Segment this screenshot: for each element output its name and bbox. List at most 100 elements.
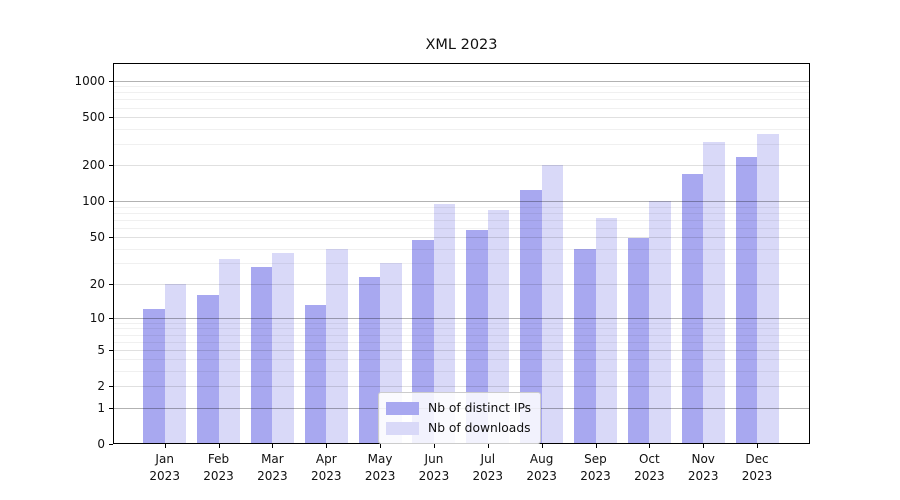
bar-downloads-jan — [164, 283, 187, 444]
bar-downloads-nov — [703, 142, 725, 444]
x-tick-mark-jul — [487, 444, 489, 448]
chart-title: XML 2023 — [425, 37, 498, 53]
gridline-minor-80 — [113, 212, 810, 214]
bar-downloads-jul — [487, 209, 510, 444]
x-tick-mark-mar — [272, 444, 274, 448]
bar-ips-dec — [735, 157, 758, 444]
x-tick-label-aug: Aug 2023 — [526, 452, 557, 483]
x-tick-label-jun: Jun 2023 — [418, 452, 450, 483]
bar-ips-nov — [681, 173, 704, 444]
legend-swatch-downloads — [386, 421, 419, 435]
x-tick-label-nov: Nov 2023 — [687, 452, 719, 483]
x-tick-label-apr: Apr 2023 — [310, 452, 342, 483]
y-tick-label-10: 10 — [89, 310, 105, 325]
bar-downloads-feb — [218, 258, 241, 444]
gridline-labeled-5 — [113, 349, 810, 351]
legend-entry-downloads: Nb of downloads — [386, 418, 531, 438]
legend: Nb of distinct IPs Nb of downloads — [378, 392, 542, 444]
gridline-minor-8 — [113, 328, 810, 330]
y-tick-mark-500 — [109, 117, 113, 119]
x-tick-mark-jun — [433, 444, 435, 448]
bar-downloads-aug — [541, 165, 564, 444]
x-tick-mark-nov — [703, 444, 705, 448]
y-tick-mark-100 — [109, 201, 113, 203]
gridline-minor-800 — [113, 92, 810, 94]
gridline-minor-600 — [113, 107, 810, 109]
x-tick-label-mar: Mar 2023 — [257, 452, 288, 483]
bar-downloads-oct — [649, 201, 671, 444]
bar-downloads-mar — [272, 252, 294, 444]
gridline-minor-3 — [113, 371, 810, 373]
x-tick-mark-sep — [595, 444, 597, 448]
bar-ips-jan — [143, 309, 165, 444]
x-tick-label-feb: Feb 2023 — [203, 452, 234, 483]
gridline-minor-700 — [113, 99, 810, 101]
gridline-minor-6 — [113, 341, 810, 343]
y-tick-label-20: 20 — [89, 276, 105, 291]
x-tick-mark-oct — [649, 444, 651, 448]
x-tick-label-may: May 2023 — [364, 452, 396, 483]
bar-ips-jul — [466, 230, 488, 444]
gridline-labeled-500 — [113, 117, 810, 119]
bar-ips-apr — [304, 305, 327, 444]
gridline-labeled-2 — [113, 386, 810, 388]
gridline-labeled-50 — [113, 237, 810, 239]
bar-ips-aug — [520, 189, 542, 444]
bar-downloads-dec — [757, 134, 779, 444]
x-tick-label-jul: Jul 2023 — [472, 452, 504, 483]
x-tick-mark-apr — [326, 444, 328, 448]
bar-ips-may — [358, 276, 381, 444]
x-tick-mark-dec — [757, 444, 759, 448]
x-tick-label-sep: Sep 2023 — [580, 452, 611, 483]
y-tick-mark-20 — [109, 283, 113, 285]
y-tick-mark-1000 — [109, 80, 113, 82]
x-tick-mark-aug — [541, 444, 543, 448]
bar-ips-oct — [627, 238, 650, 444]
y-tick-label-2: 2 — [97, 379, 105, 394]
x-tick-label-dec: Dec 2023 — [741, 452, 773, 483]
gridline-minor-60 — [113, 227, 810, 229]
x-tick-label-jan: Jan 2023 — [149, 452, 180, 483]
y-tick-label-50: 50 — [89, 230, 105, 245]
legend-label-ips: Nb of distinct IPs — [428, 401, 532, 415]
y-tick-label-1: 1 — [97, 400, 105, 415]
gridline-minor-300 — [113, 143, 810, 145]
gridline-minor-7 — [113, 334, 810, 336]
y-tick-mark-2 — [109, 386, 113, 388]
gridline-minor-4 — [113, 359, 810, 361]
legend-entry-ips: Nb of distinct IPs — [386, 398, 531, 418]
x-tick-mark-may — [380, 444, 382, 448]
y-tick-label-1000: 1000 — [74, 73, 105, 88]
y-tick-mark-0 — [109, 444, 113, 445]
plot-area — [113, 63, 810, 444]
bar-downloads-apr — [326, 248, 348, 444]
y-tick-label-5: 5 — [97, 342, 105, 357]
bar-ips-feb — [197, 295, 219, 444]
y-tick-mark-1 — [109, 407, 113, 409]
y-tick-label-200: 200 — [82, 158, 105, 173]
y-tick-label-500: 500 — [82, 110, 105, 125]
y-tick-label-0: 0 — [97, 437, 105, 451]
x-tick-mark-jan — [164, 444, 166, 448]
gridline-major-10 — [113, 317, 810, 319]
gridline-major-100 — [113, 201, 810, 203]
gridline-minor-90 — [113, 206, 810, 208]
bar-ips-sep — [574, 248, 596, 444]
x-tick-label-oct: Oct 2023 — [634, 452, 665, 483]
gridline-minor-30 — [113, 263, 810, 265]
gridline-major-1000 — [113, 80, 810, 82]
y-tick-mark-10 — [109, 317, 113, 319]
bar-ips-mar — [250, 266, 273, 444]
bar-downloads-jun — [433, 203, 456, 444]
gridline-minor-900 — [113, 86, 810, 88]
gridline-minor-40 — [113, 248, 810, 250]
gridline-minor-9 — [113, 322, 810, 324]
legend-swatch-ips — [386, 401, 419, 415]
gridline-minor-70 — [113, 219, 810, 221]
y-tick-mark-5 — [109, 349, 113, 351]
y-tick-mark-200 — [109, 165, 113, 167]
y-tick-label-100: 100 — [82, 194, 105, 209]
gridline-labeled-20 — [113, 283, 810, 285]
gridline-minor-400 — [113, 128, 810, 130]
